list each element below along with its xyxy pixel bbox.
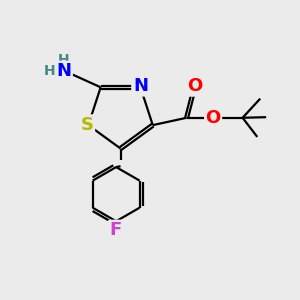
- Text: S: S: [80, 116, 93, 134]
- Text: O: O: [206, 109, 221, 127]
- Text: N: N: [56, 62, 71, 80]
- Text: F: F: [110, 221, 122, 239]
- Text: O: O: [187, 77, 202, 95]
- Text: H: H: [58, 53, 70, 67]
- Text: H: H: [44, 64, 56, 78]
- Text: N: N: [133, 77, 148, 95]
